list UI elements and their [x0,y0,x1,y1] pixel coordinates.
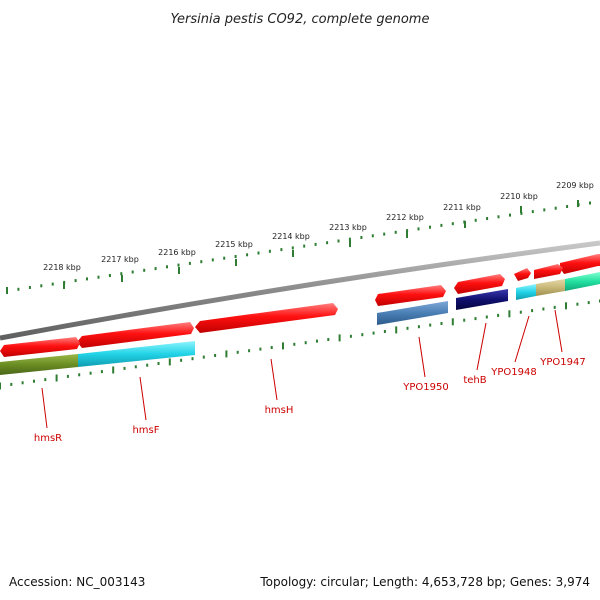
scale-label-2214: 2214 kbp [272,232,310,241]
gene-bar-tehB[interactable] [456,289,508,310]
gene-label-YPO1950: YPO1950 [402,382,448,393]
callout-line-hmsF [139,376,147,421]
gene-arrow-fwd-2[interactable] [534,264,563,279]
scale-label-2217: 2217 kbp [101,255,139,264]
gene-label-hmsH: hmsH [265,405,294,416]
scale-label-2213: 2213 kbp [329,223,367,232]
callout-line-YPO1950 [418,336,426,378]
gene-arrow-fwd-4[interactable] [454,274,505,294]
reverse-strand-genes [0,272,600,375]
scale-label-2209: 2209 kbp [556,181,594,190]
gene-arrow-fwd-3[interactable] [514,268,531,281]
outer-scale: 2209 kbp 2210 kbp 2211 kbp 2212 kbp 2213… [6,181,594,294]
gene-bar-YPO1950[interactable] [377,301,448,325]
scale-label-2218: 2218 kbp [43,263,81,272]
gene-label-tehB: tehB [463,375,486,386]
gene-bar-khaki[interactable] [536,279,565,296]
genome-summary-text: Topology: circular; Length: 4,653,728 bp… [259,575,590,589]
accession-text: Accession: NC_003143 [9,575,145,589]
gene-bar-hmsR[interactable] [0,354,78,375]
gene-arrow-fwd-1[interactable] [560,254,600,274]
callout-line-YPO1947 [554,309,563,353]
gene-arrow-fwd-6[interactable] [195,303,338,333]
gene-callouts: hmsR hmsF hmsH YPO1950 tehB YPO1948 YPO1… [34,309,586,444]
gene-label-hmsF: hmsF [132,425,159,436]
gene-arrow-fwd-7[interactable] [77,322,194,348]
outer-scale-minor-ticks [6,201,591,293]
callout-line-YPO1948 [514,315,530,363]
gene-label-YPO1947: YPO1947 [539,357,585,368]
callout-line-hmsH [270,358,278,401]
gene-label-hmsR: hmsR [34,433,62,444]
scale-label-2212: 2212 kbp [386,213,424,222]
scale-label-2210: 2210 kbp [500,192,538,201]
genome-backbone [0,240,600,341]
scale-label-2216: 2216 kbp [158,248,196,257]
gene-bar-YPO1948[interactable] [516,284,536,300]
scale-label-2211: 2211 kbp [443,203,481,212]
callout-line-tehB [476,322,487,371]
gene-bar-YPO1947[interactable] [565,272,600,291]
map-title: Yersinia pestis CO92, complete genome [171,12,430,27]
gene-label-YPO1948: YPO1948 [490,367,536,378]
gene-bar-hmsF[interactable] [78,341,195,367]
gene-arrow-fwd-8[interactable] [0,337,80,357]
inner-scale-ticks [0,299,600,390]
callout-line-hmsR [41,387,48,429]
gene-arrow-fwd-5[interactable] [375,285,446,306]
scale-label-2215: 2215 kbp [215,240,253,249]
forward-strand-genes [0,254,600,357]
